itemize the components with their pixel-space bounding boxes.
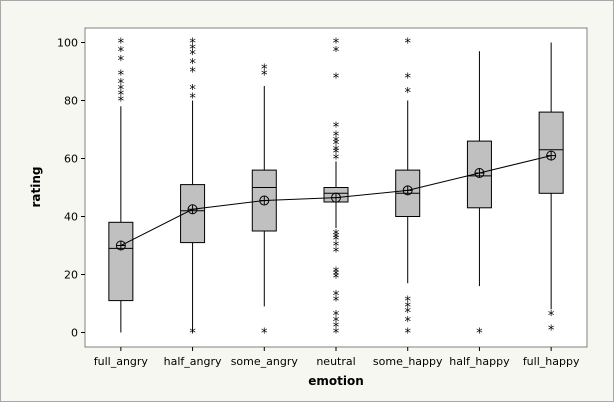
outlier-point: * xyxy=(189,327,196,342)
outlier-point: * xyxy=(333,37,340,52)
x-tick-label: full_angry xyxy=(94,355,149,368)
outlier-point: * xyxy=(333,121,340,136)
outlier-point: * xyxy=(118,68,125,83)
outlier-point: * xyxy=(189,42,196,57)
mean-marker xyxy=(546,150,557,161)
mean-marker xyxy=(115,240,126,251)
outlier-point: * xyxy=(189,66,196,81)
mean-marker xyxy=(402,185,413,196)
y-tick-label: 40 xyxy=(64,211,78,224)
outlier-point: * xyxy=(333,144,340,159)
outlier-point: * xyxy=(333,240,340,255)
y-tick-label: 60 xyxy=(64,153,78,166)
outlier-point: * xyxy=(118,37,125,52)
outlier-point: * xyxy=(118,95,125,110)
outlier-point: * xyxy=(333,147,340,162)
y-axis: 0 20 40 60 80 100 xyxy=(57,37,85,340)
x-axis-label: emotion xyxy=(308,374,364,388)
outlier-point: * xyxy=(404,37,411,52)
outlier-point: * xyxy=(333,245,340,260)
y-tick-label: 80 xyxy=(64,95,78,108)
y-tick-label: 0 xyxy=(71,327,78,340)
outlier-point: * xyxy=(333,231,340,246)
outlier-point: * xyxy=(333,269,340,284)
outlier-point: * xyxy=(333,138,340,153)
mean-marker xyxy=(259,195,270,206)
outlier-point: * xyxy=(333,266,340,281)
outlier-point: * xyxy=(404,306,411,321)
mean-marker xyxy=(474,168,485,178)
y-tick-label: 20 xyxy=(64,269,78,282)
mean-marker xyxy=(187,204,198,215)
y-axis-label: rating xyxy=(29,167,43,208)
outlier-point: * xyxy=(261,327,268,342)
box-neutral: ************************ xyxy=(323,37,349,342)
outlier-point: * xyxy=(548,324,555,339)
x-tick-label: full_happy xyxy=(523,355,580,368)
outlier-point: * xyxy=(189,83,196,98)
outlier-point: * xyxy=(261,63,268,78)
outlier-point: * xyxy=(333,271,340,286)
iqr-box xyxy=(108,221,134,302)
outlier-point: * xyxy=(189,92,196,107)
outlier-point: * xyxy=(404,86,411,101)
outlier-point: * xyxy=(118,89,125,104)
outlier-point: * xyxy=(333,234,340,249)
outlier-point: * xyxy=(333,295,340,310)
outlier-point: * xyxy=(404,327,411,342)
outlier-point: * xyxy=(333,315,340,330)
outlier-point: * xyxy=(333,71,340,86)
outlier-point: * xyxy=(404,71,411,86)
mean-connect-line-group xyxy=(115,150,557,251)
outlier-point: * xyxy=(189,57,196,72)
outlier-point: * xyxy=(189,48,196,63)
outlier-point: * xyxy=(548,309,555,324)
x-tick-label: neutral xyxy=(316,355,355,368)
outlier-point: * xyxy=(333,309,340,324)
outlier-point: * xyxy=(333,289,340,304)
outlier-point: * xyxy=(333,45,340,60)
outlier-point: * xyxy=(404,315,411,330)
outlier-point: * xyxy=(404,300,411,315)
outlier-point: * xyxy=(118,83,125,98)
outlier-point: * xyxy=(333,153,340,168)
outlier-point: * xyxy=(404,295,411,310)
outlier-point: * xyxy=(118,45,125,60)
outlier-point: * xyxy=(261,68,268,83)
outlier-point: * xyxy=(333,129,340,144)
x-axis: full_angry half_angry some_angry neutral som… xyxy=(94,347,580,368)
outlier-point: * xyxy=(118,77,125,92)
box-full_angry: ******** xyxy=(108,37,134,333)
x-tick-label: some_angry xyxy=(231,355,299,368)
outlier-point: * xyxy=(333,327,340,342)
outlier-point: * xyxy=(189,37,196,52)
outlier-point: * xyxy=(118,54,125,69)
outlier-point: * xyxy=(476,327,483,342)
x-tick-label: half_angry xyxy=(164,355,222,368)
x-tick-label: half_happy xyxy=(449,355,510,368)
outlier-point: * xyxy=(333,321,340,336)
mean-marker xyxy=(331,192,341,203)
y-tick-label: 100 xyxy=(57,37,78,50)
x-tick-label: some_happy xyxy=(373,355,443,368)
outlier-point: * xyxy=(333,228,340,243)
outlier-point: * xyxy=(333,135,340,150)
